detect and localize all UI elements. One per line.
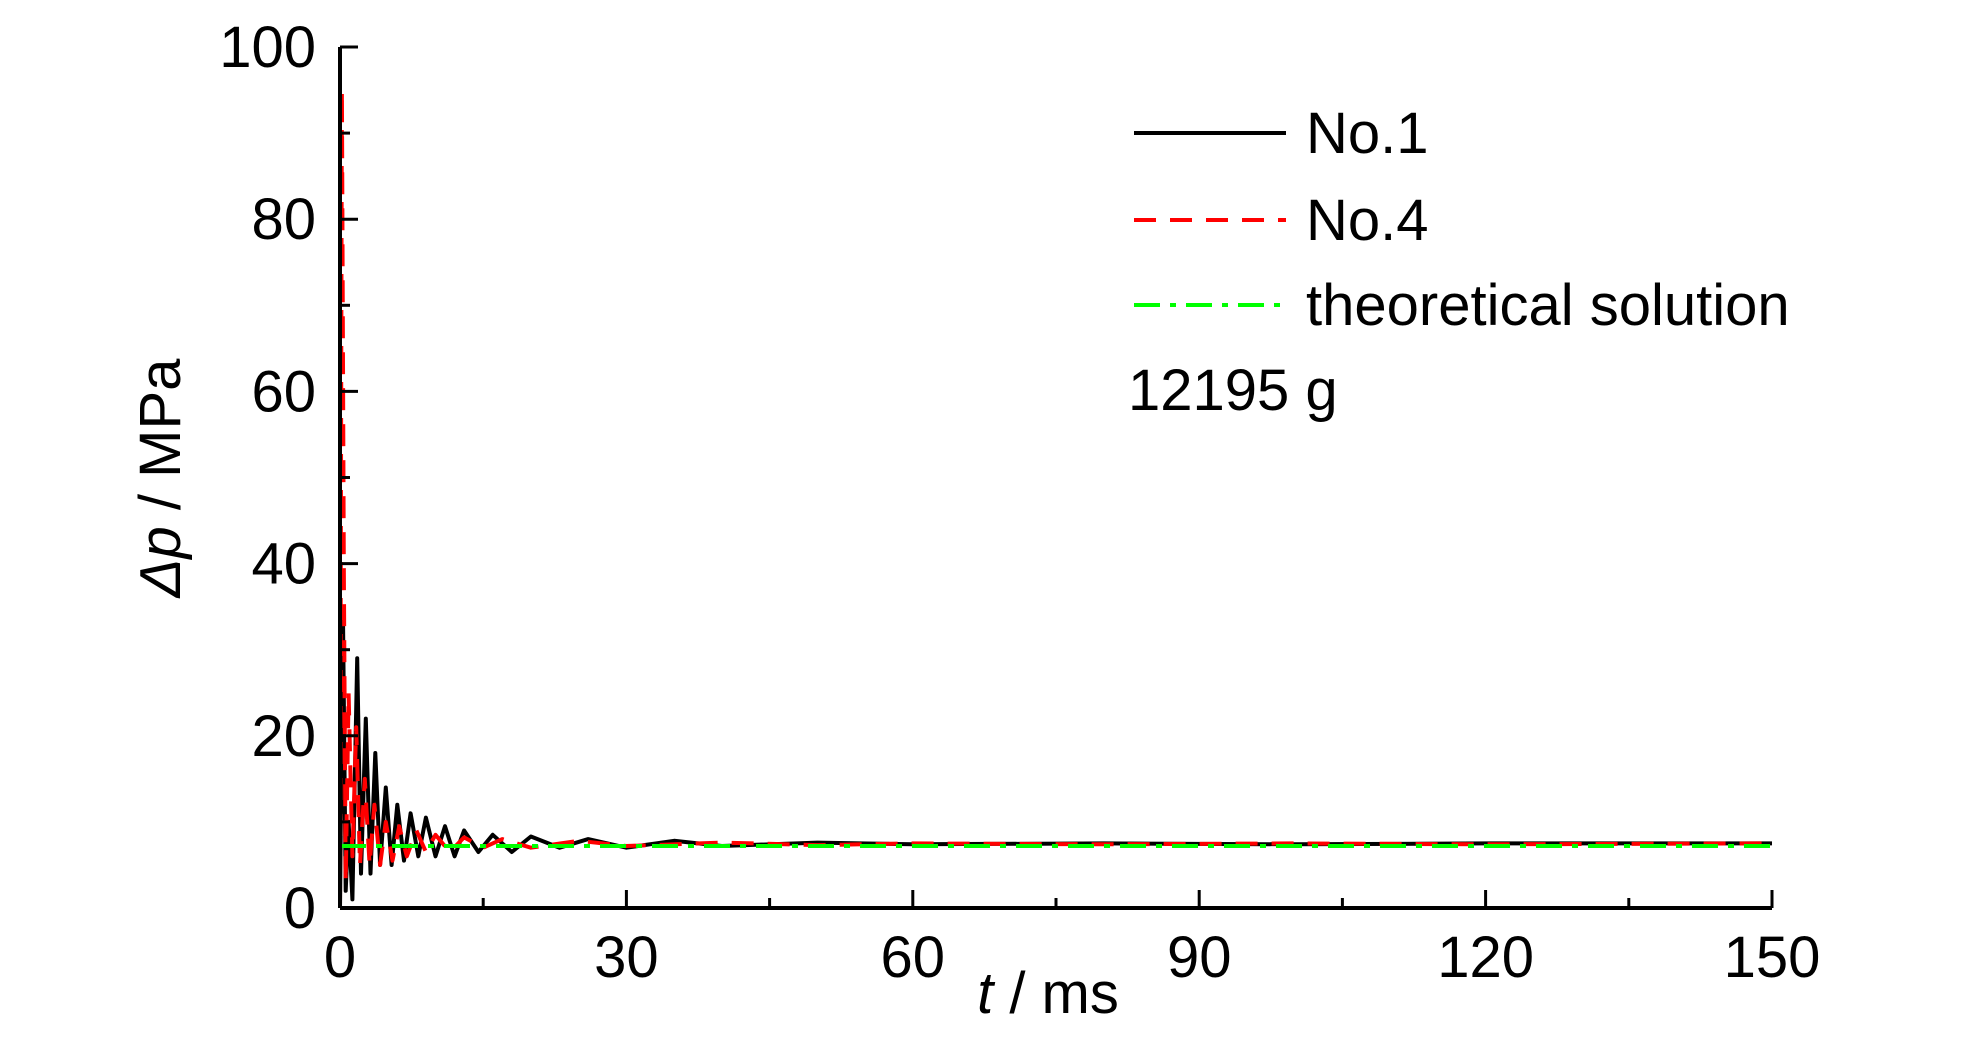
legend-label-3: theoretical solution	[1306, 273, 1790, 338]
x-tick-label: 90	[1167, 925, 1232, 990]
plot-lines	[338, 88, 1773, 909]
chart-annotation: 12195 g	[1128, 358, 1338, 423]
axes	[338, 47, 1772, 910]
series-line-2	[338, 88, 1773, 909]
x-tick-label: 30	[594, 925, 659, 990]
x-tick-label: 120	[1437, 925, 1534, 990]
y-tick-label: 60	[251, 359, 316, 424]
legend-label-1: No.1	[1306, 101, 1429, 166]
x-tick-label: 60	[881, 925, 946, 990]
y-tick-label: 100	[219, 15, 316, 80]
y-tick-label: 40	[251, 532, 316, 597]
series-line-1	[338, 604, 1772, 909]
x-tick-label: 150	[1724, 925, 1821, 990]
x-tick-label: 0	[324, 925, 356, 990]
y-tick-label: 0	[284, 876, 316, 941]
legend: No.1 No.4 theoretical solution	[1134, 101, 1790, 338]
y-tick-label: 80	[251, 187, 316, 252]
x-axis-label: t / ms	[977, 961, 1119, 1026]
legend-label-2: No.4	[1306, 188, 1429, 253]
y-tick-label: 20	[251, 704, 316, 769]
ticks: 0 30 60 90 120 150 0 20 40 60 80 100	[219, 15, 1820, 990]
y-axis-label: Δp / MPa	[128, 358, 193, 600]
